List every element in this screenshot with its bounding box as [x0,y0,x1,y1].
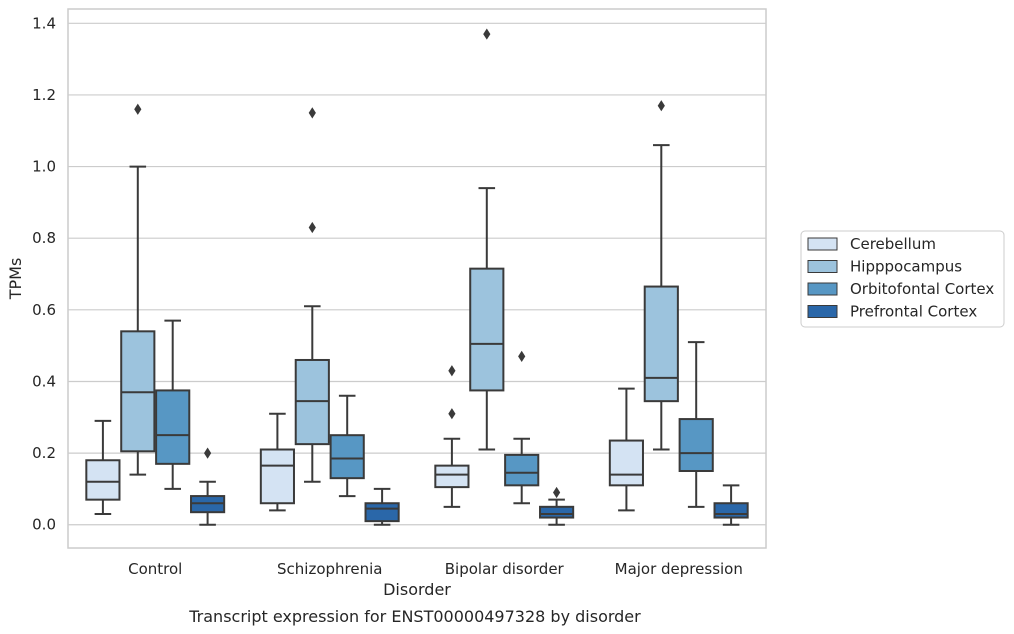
box-iqr [469,267,505,392]
y-tick-label: 0.0 [32,516,56,534]
x-tick-label: Bipolar disorder [445,560,565,578]
outlier-point [518,350,526,362]
outlier-point [448,365,456,377]
legend-swatch [807,260,838,273]
outlier-point [204,447,212,459]
legend-swatch [807,282,838,296]
outlier-point [308,107,316,119]
box-hipppocampus [294,107,330,483]
box-orbitofontal-cortex [678,341,714,508]
plot-frame [67,8,767,549]
legend-label: Hipppocampus [850,258,962,276]
box-hipppocampus [120,103,156,476]
legend-label: Cerebellum [850,235,936,253]
y-tick-label: 0.6 [32,301,56,319]
y-tick-label: 1.0 [32,158,56,176]
x-tick-label: Schizophrenia [277,560,382,578]
legend-label: Orbitofontal Cortex [850,280,994,298]
box-iqr [643,285,679,403]
legend-frame [800,230,1005,328]
chart-caption: Transcript expression for ENST0000049732… [188,607,641,626]
y-tick-labels: 0.0 0.2 0.4 0.6 0.8 1.0 1.2 1.4 [32,14,56,533]
box-iqr [329,434,365,480]
outlier-point [448,408,456,420]
box-iqr [539,505,575,519]
box-prefrontal-cortex [713,484,749,526]
box-orbitofontal-cortex [504,350,540,505]
legend-swatch [807,305,838,318]
box-hipppocampus [643,100,679,451]
box-prefrontal-cortex [364,487,400,526]
box-cerebellum [608,387,644,512]
box-layer [85,28,749,526]
box-orbitofontal-cortex [329,394,365,498]
legend-label: Prefrontal Cortex [850,303,977,321]
outlier-point [657,100,665,112]
x-tick-label: Major depression [615,560,743,578]
outlier-point [483,28,491,40]
box-iqr [434,464,470,489]
box-iqr [155,389,191,465]
box-cerebellum [259,412,295,512]
box-iqr [713,502,749,519]
box-iqr [608,439,644,487]
outlier-point [308,221,316,234]
box-cerebellum [434,365,470,508]
x-tick-labels: Control Schizophrenia Bipolar disorder Majo… [128,560,743,578]
outlier-point [553,486,561,499]
box-iqr [504,453,540,487]
box-hipppocampus [469,28,505,451]
box-prefrontal-cortex [539,486,575,526]
y-tick-label: 1.4 [32,14,56,32]
y-tick-label: 1.2 [32,86,56,104]
legend: Cerebellum Hipppocampus Orbitofontal Corte… [800,230,1005,328]
box-iqr [85,459,121,501]
box-iqr [259,448,295,505]
y-tick-label: 0.8 [32,229,56,247]
x-axis-label: Disorder [383,580,451,599]
box-prefrontal-cortex [190,447,226,526]
box-orbitofontal-cortex [155,319,191,490]
legend-swatch [807,237,838,251]
box-iqr [364,502,400,523]
outlier-point [134,103,142,115]
y-tick-label: 0.2 [32,444,56,462]
y-axis-label: TPMs [6,258,25,301]
box-iqr [678,418,714,472]
box-cerebellum [85,419,121,515]
y-tick-label: 0.4 [32,372,56,390]
x-tick-label: Control [128,560,182,578]
